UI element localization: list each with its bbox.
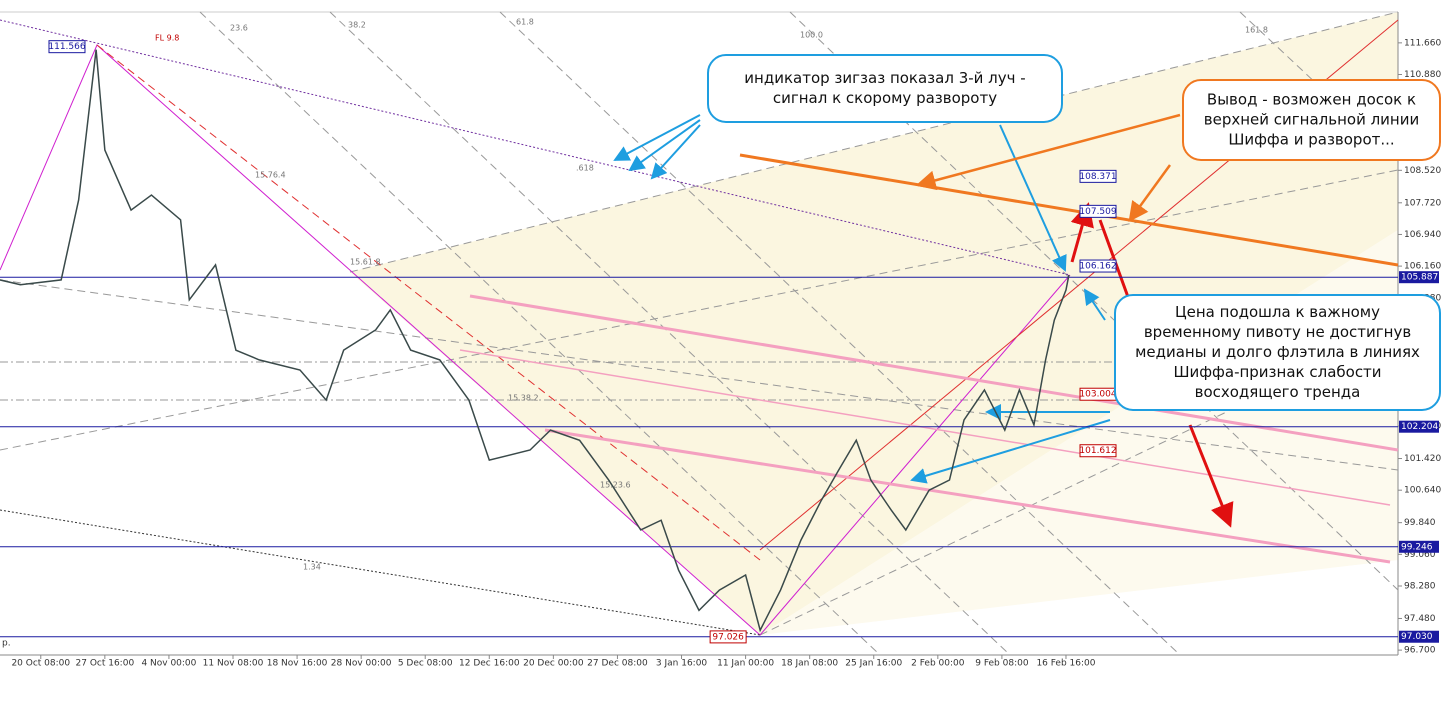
callout-text: временному пивоту не достигнув (1144, 323, 1411, 341)
x-tick-label: 12 Dec 16:00 (459, 659, 520, 669)
callout-text: верхней сигнальной линии (1204, 111, 1419, 129)
price-tag-label: 101.612 (1079, 446, 1116, 456)
y-tick-label: 101.420 (1404, 454, 1441, 464)
x-tick-label: 18 Nov 16:00 (267, 659, 328, 669)
x-tick-label: 16 Feb 16:00 (1036, 659, 1095, 669)
y-tick-label: 97.480 (1404, 614, 1436, 624)
price-tag (48, 40, 86, 54)
fib-label: 61.8 (516, 18, 534, 27)
level-tag (1399, 271, 1439, 284)
x-tick-label: 11 Nov 08:00 (203, 659, 264, 669)
callout-text: медианы и долго флэтила в линиях (1135, 343, 1420, 361)
y-tick-label: 111.660 (1404, 38, 1441, 48)
price-tag-label: 106.162 (1079, 262, 1116, 272)
callout-text: Шиффа и разворот... (1228, 131, 1394, 149)
x-tick-label: 28 Nov 00:00 (331, 659, 392, 669)
x-tick-label: 18 Jan 08:00 (781, 659, 838, 669)
x-tick-label: 4 Nov 00:00 (141, 659, 196, 669)
x-tick-label: 9 Feb 08:00 (975, 659, 1029, 669)
level-label: 99.246 (1401, 542, 1433, 552)
fib-label: FL 9.8 (155, 34, 179, 43)
fib-label: 100.0 (800, 31, 823, 40)
price-tag-label: 108.371 (1079, 172, 1116, 182)
fib-label: .618 (576, 164, 594, 173)
x-tick-label: 5 Dec 08:00 (398, 659, 453, 669)
callout-box (1114, 294, 1441, 411)
y-tick-label: 96.700 (1404, 646, 1436, 656)
x-tick-label: 20 Dec 00:00 (523, 659, 584, 669)
price-tag (709, 630, 747, 644)
y-tick-label: 99.060 (1404, 550, 1436, 560)
callout-box (1182, 79, 1441, 161)
decoration (0, 11, 1399, 656)
x-tick-label: 2 Feb 00:00 (911, 659, 965, 669)
x-tick-label: 27 Dec 08:00 (587, 659, 648, 669)
fib-label: 15.76.4 (255, 171, 286, 180)
callout-text: индикатор зигзаз показал 3-й луч - (744, 69, 1025, 87)
price-tag-label: 97.026 (712, 632, 744, 642)
callout-text: Вывод - возможен досок к (1207, 91, 1416, 109)
y-tick-label: 99.840 (1404, 518, 1436, 528)
level-tag (1399, 540, 1439, 553)
callout-text: Цена подошла к важному (1175, 303, 1380, 321)
fib-label: 15.23.6 (600, 481, 631, 490)
price-tag-label: 107.509 (1079, 207, 1116, 217)
y-tick-label: 98.280 (1404, 581, 1436, 591)
level-tag (1399, 420, 1439, 433)
price-line (0, 49, 1070, 633)
fib-labels: 23.6 38.2 61.8 100.0 161.8 FL 9.8 15.76.… (155, 18, 1268, 572)
price-tag-label: 103.004 (1079, 390, 1116, 400)
callout-text: сигнал к скорому развороту (773, 89, 997, 107)
y-tick-label: 107.720 (1404, 198, 1441, 208)
fib-label: 15.61.8 (350, 258, 381, 267)
corner-label: p. (2, 639, 11, 649)
callout-text: Шиффа-признак слабости (1173, 363, 1381, 381)
x-tick-label: 25 Jan 16:00 (845, 659, 902, 669)
y-tick-label: 100.640 (1404, 486, 1441, 496)
callout-box (707, 54, 1063, 123)
y-tick-label: 106.160 (1404, 262, 1441, 272)
level-label: 105.887 (1401, 273, 1438, 283)
price-tag-label: 111.566 (48, 42, 85, 52)
y-tick-label: 110.880 (1404, 70, 1441, 80)
x-tick-label: 3 Jan 16:00 (656, 659, 708, 669)
fib-label: 1.34 (303, 563, 321, 572)
level-label: 102.204 (1401, 422, 1438, 432)
level-tag (1399, 630, 1439, 643)
fib-label: 161.8 (1245, 26, 1268, 35)
callout-text: восходящего тренда (1195, 383, 1361, 401)
fib-label: 15.38.2 (508, 394, 539, 403)
x-tick-label: 27 Oct 16:00 (76, 659, 135, 669)
fib-label: 23.6 (230, 24, 248, 33)
x-tick-label: 11 Jan 00:00 (717, 659, 774, 669)
price-tag (1079, 204, 1117, 218)
y-tick-label: 106.940 (1404, 230, 1441, 240)
level-label: 97.030 (1401, 632, 1433, 642)
price-tag (1079, 169, 1117, 183)
price-tag (1079, 259, 1117, 273)
x-tick-label: 20 Oct 08:00 (11, 659, 70, 669)
y-tick-label: 108.520 (1404, 166, 1441, 176)
price-tag (1079, 444, 1117, 458)
fib-label: 38.2 (348, 21, 366, 30)
